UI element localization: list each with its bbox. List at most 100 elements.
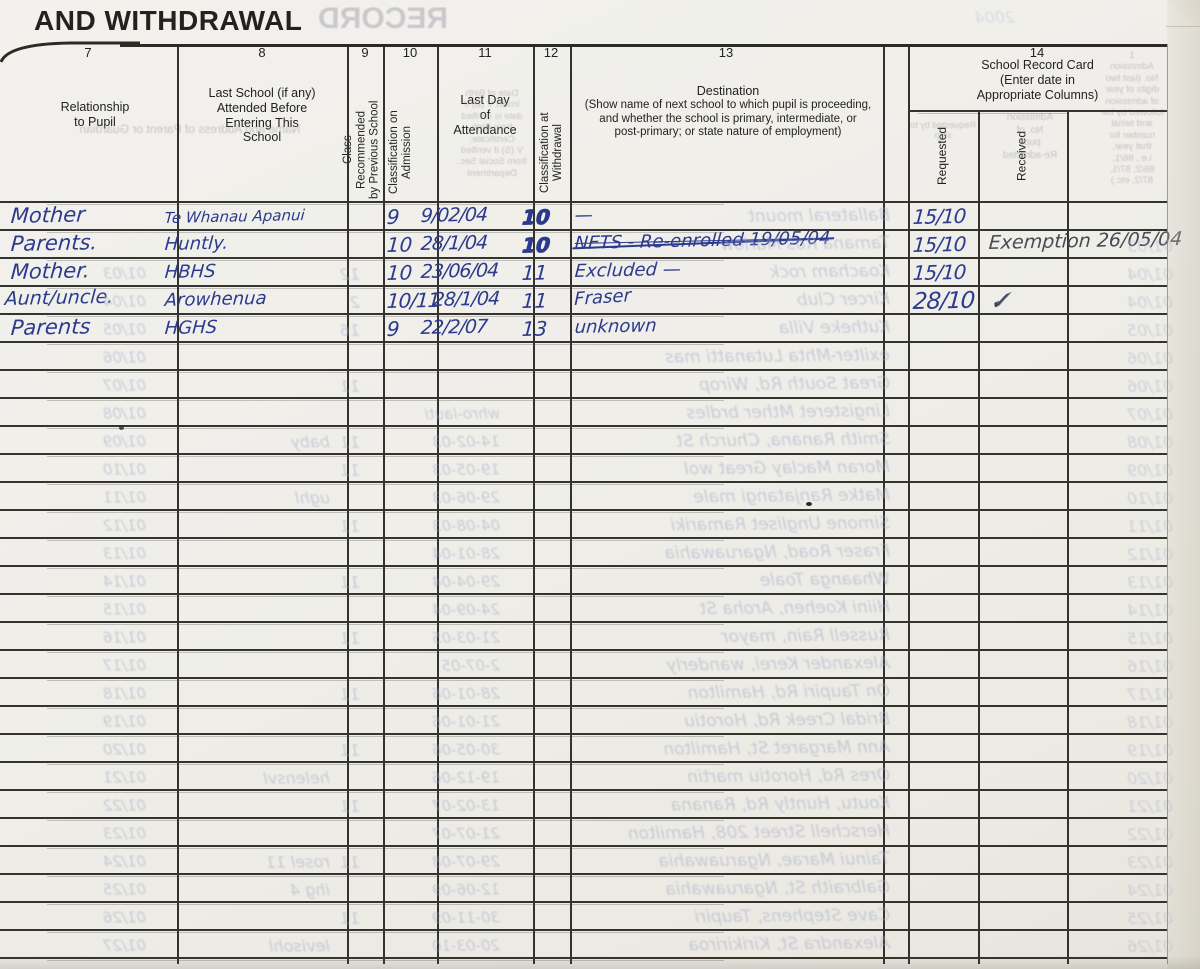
- gridline-horizontal: [0, 593, 1167, 597]
- bleed-through-text: 01/13: [1126, 572, 1174, 592]
- bleed-through-text: Whaanga Toale: [759, 569, 891, 591]
- bleed-through-parent-guardian: Name and Address of Parent or Guardian: [79, 122, 301, 136]
- bleed-through-text: 01/26: [1126, 936, 1174, 956]
- col-header-class-recommended: Class Recommended by Previous School: [342, 100, 381, 200]
- col-header-last-school: Last School (if any) Attended Before Ent…: [208, 86, 316, 145]
- bleed-through-text: 01/17: [102, 656, 147, 675]
- bleed-through-text: 11: [339, 628, 361, 648]
- bleed-through-text: 04-08-03: [431, 516, 501, 536]
- bleed-through-text: 01/25: [1126, 908, 1174, 928]
- bleed-through-text: Great South Rd, Wirop: [698, 373, 891, 396]
- gridline-horizontal: [0, 705, 1167, 709]
- page-title: AND WITHDRAWAL: [34, 5, 303, 36]
- last-day-entry: 22/2/07: [420, 315, 488, 339]
- gridline-horizontal: [0, 621, 1167, 625]
- bleed-through-text: 01/06: [1126, 376, 1174, 396]
- bleed-through-text: 13-02-07: [431, 796, 501, 816]
- gridline-horizontal: [0, 313, 1167, 317]
- gridline-horizontal: [0, 397, 1167, 401]
- bleed-through-text: ughl: [295, 488, 331, 508]
- bleed-through-text: 28-01-06: [431, 684, 501, 704]
- bleed-through-text: Smith Ranana, Church St: [676, 429, 891, 452]
- ink-speck: [806, 502, 812, 506]
- gridline-horizontal: [0, 901, 1167, 905]
- bleed-through-title: RECORD: [318, 2, 449, 35]
- bleed-through-text: 19-12-06: [431, 768, 501, 788]
- bleed-through-text: 30-05-06: [431, 740, 501, 760]
- bleed-through-text: 01/22: [1126, 824, 1174, 844]
- bleed-through-text: 19-05-03: [431, 460, 501, 480]
- col-number-14: 14: [1029, 45, 1045, 60]
- bleed-through-text: 01/11: [1126, 516, 1174, 536]
- bleed-through-text: whro-lauti: [424, 404, 501, 424]
- gridline-horizontal: [908, 110, 1167, 114]
- bleed-through-text: levisohl: [268, 936, 331, 956]
- classification-withdrawal-entry: 11: [521, 260, 549, 285]
- bleed-through-text: 01/03: [1126, 236, 1174, 256]
- bleed-through-text: 01/23: [102, 824, 147, 843]
- record-card-requested-entry: 15/10: [912, 231, 967, 257]
- bleed-through-text: 01/15: [102, 600, 147, 619]
- gridline-vertical: [570, 44, 572, 964]
- bleed-through-text: 01/23: [1126, 852, 1174, 872]
- gridline-horizontal: [0, 649, 1167, 653]
- gridline-horizontal: [0, 453, 1167, 457]
- bleed-through-text: Hiini Koehen, Aroha St: [699, 597, 891, 620]
- gridline-horizontal: [0, 369, 1167, 373]
- classification-withdrawal-entry: 13: [521, 316, 549, 341]
- classification-admission-entry: 9: [386, 204, 401, 229]
- bleed-through-text: On Taupiri Rd, Hamilton: [687, 681, 891, 704]
- last-school-entry: HBHS: [164, 260, 217, 283]
- bleed-through-text: 11: [339, 852, 361, 872]
- bleed-through-text: 01/27: [102, 936, 147, 955]
- last-school-entry: HGHS: [164, 316, 218, 339]
- bleed-through-text: 11: [339, 684, 361, 704]
- bleed-through-text: Ann Margaret St, Hamilton: [663, 737, 891, 760]
- bleed-through-text: 01/05: [102, 320, 147, 339]
- gridline-horizontal: [0, 537, 1167, 541]
- gridline-horizontal: [0, 481, 1167, 485]
- col-header-classification-withdrawal: Classification at Withdrawal: [538, 112, 564, 193]
- record-card-requested-entry: 28/10: [912, 287, 976, 315]
- gridline-horizontal: [0, 957, 1167, 961]
- bleed-through-text: 01/21: [1126, 796, 1174, 816]
- bleed-through-text: 01/22: [102, 796, 147, 815]
- bleed-through-text: 11: [339, 908, 361, 928]
- bleed-through-text: 01/21: [102, 768, 147, 787]
- classification-admission-entry: 10: [386, 260, 414, 285]
- bleed-through-text: Fraser Road, Ngaruawahia: [664, 541, 891, 564]
- bleed-through-text: 01/06: [1126, 348, 1174, 368]
- bleed-through-text: 24-09-04: [431, 600, 501, 620]
- bleed-through-text: 2-07-05: [441, 656, 501, 676]
- bleed-through-text: 01/20: [102, 740, 147, 759]
- bleed-through-text: Ores Rd, Horotiu martin: [687, 765, 891, 788]
- col-number-11: 11: [478, 45, 492, 60]
- gridline-horizontal: [0, 929, 1167, 933]
- classification-withdrawal-entry: 11: [521, 288, 549, 313]
- bleed-through-text: 01/12: [102, 516, 147, 535]
- bleed-through-text: 21-03-05: [431, 628, 501, 648]
- bleed-through-text: 01/19: [1126, 740, 1174, 760]
- bleed-through-text: Cave Stephens, Taupiri: [694, 905, 891, 928]
- record-card-requested-entry: 15/10: [912, 259, 967, 285]
- bleed-through-text: Moran Maclay Great wol: [684, 457, 891, 480]
- col-header-destination-note: (Show name of next school to which pupil…: [584, 99, 872, 139]
- gridline-horizontal: [0, 509, 1167, 513]
- col-number-10: 10: [402, 45, 418, 60]
- bleed-through-text: 01/18: [102, 684, 147, 703]
- bleed-through-text: 01/14: [102, 572, 147, 591]
- bleed-through-text: Ballateral mount: [748, 205, 891, 227]
- classification-withdrawal-entry: 10: [521, 232, 551, 257]
- bleed-through-text: Alexander Kerei, wanderly: [666, 653, 891, 676]
- gridline-vertical: [1167, 44, 1168, 964]
- bleed-through-text: 21-01-06: [431, 712, 501, 732]
- bleed-through-text: Simone Ungliset Ramariki: [670, 513, 891, 536]
- bleed-through-text: 21-07-07: [431, 824, 501, 844]
- bleed-through-text: ihg 4: [289, 880, 331, 900]
- gridline-horizontal: [0, 733, 1167, 737]
- bleed-through-text: 12: [339, 264, 361, 284]
- last-school-entry: Huntly.: [164, 232, 229, 255]
- bleed-through-text: 01/03: [102, 264, 147, 283]
- gridline-horizontal: [0, 257, 1167, 261]
